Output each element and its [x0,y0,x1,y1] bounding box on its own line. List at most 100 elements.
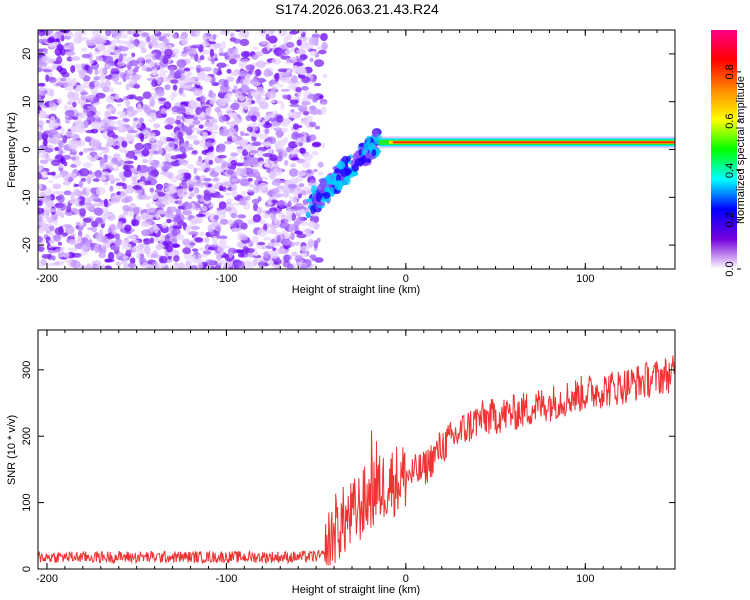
spectrogram-noise-blob [104,122,109,130]
spectrogram-noise-blob [286,57,291,62]
spectrogram-noise-blob [147,208,158,214]
spectrogram-noise-blob [76,140,86,147]
spectrogram-noise-blob [96,45,107,52]
spectrogram-noise-blob [146,59,154,64]
spectrogram-noise-blob [186,164,195,170]
spectrogram-transition-blob [334,168,341,174]
carrier-core [392,141,675,144]
spectrogram-noise-blob [64,109,75,117]
spectrogram-noise-blob [196,160,202,167]
spectrogram-noise-blob [252,81,261,87]
spectrogram-noise-blob [128,94,137,100]
spectrogram-noise-blob [297,30,304,34]
spectrogram-noise-blob [252,106,260,113]
spectrogram-noise-blob [202,250,212,255]
spectrogram-noise-blob [192,120,201,126]
spectrogram-noise-blob [149,187,155,193]
spectrogram-noise-blob [239,167,247,176]
spectrogram-noise-blob [293,133,305,138]
spectrogram-noise-blob [221,161,232,168]
spectrogram-noise-blob [248,184,255,188]
spectrogram-noise-blob [166,206,172,216]
spectrogram-noise-blob [38,214,43,222]
spectrogram-noise-blob [87,105,95,110]
spectrogram-noise-blob [254,93,262,100]
spectrogram-noise-blob [239,58,250,63]
spectrogram-noise-blob [275,180,286,184]
spectrogram-noise-blob [237,214,247,219]
spectrogram-noise-blob [45,74,50,82]
spectrogram-noise-blob [56,174,64,178]
spectrogram-noise-blob [289,149,298,155]
spectrogram-noise-blob [164,124,174,130]
spectrogram-noise-blob [81,53,91,59]
spectrogram-noise-blob [116,221,124,230]
spectrogram-noise-blob [257,122,264,128]
spectrogram-noise-blob [56,65,63,72]
spectrogram-noise-blob [200,95,206,103]
spectrogram-noise-blob [63,175,69,183]
spectrogram-noise-blob [95,186,106,195]
spectrogram-noise-blob [238,95,246,102]
spectrogram-noise-blob [62,81,73,86]
spectrogram-noise-blob [51,255,56,261]
spectrogram-noise-blob [189,55,196,60]
spectrogram-noise-blob [92,178,100,182]
spectrogram-noise-blob [250,90,257,97]
spectrogram-noise-blob [189,124,195,128]
spectrogram-noise-blob [183,84,194,90]
spectrogram-noise-blob [117,63,123,68]
spectrogram-noise-blob [230,102,240,111]
spectrogram-noise-blob [71,260,81,269]
spectrogram-noise-blob [298,183,305,188]
spectrogram-noise-blob [172,84,178,91]
spectrogram-noise-blob [240,138,249,147]
spectrogram-noise-blob [199,231,205,237]
spectrogram-noise-blob [199,181,205,189]
spectrogram-ylabel: Frequency (Hz) [6,112,18,188]
spectrogram-noise-blob [285,209,293,217]
spectrogram-noise-blob [252,214,262,223]
spectrogram-noise-blob [195,175,200,181]
spectrogram-noise-blob [245,114,253,122]
spectrogram-ytick-label: -10 [21,189,33,205]
spectrogram-noise-blob [284,49,291,55]
spectrogram-noise-blob [186,203,193,210]
spectrogram-noise-blob [259,219,266,225]
spectrogram-noise-blob [151,142,157,151]
spectrogram-noise-blob [51,171,56,177]
spectrogram-noise-blob [190,217,199,225]
spectrogram-noise-blob [38,235,43,244]
spectrogram-noise-blob [171,48,180,55]
spectrogram-noise-blob [111,42,116,51]
spectrogram-noise-blob [43,90,48,95]
spectrogram-noise-blob [183,67,191,72]
spectrogram-noise-blob [174,119,181,125]
spectrogram-noise-blob [249,64,255,73]
spectrogram-noise-blob [102,86,110,93]
spectrogram-noise-blob [234,53,241,59]
spectrogram-noise-blob [216,62,227,68]
spectrogram-noise-blob [215,230,220,240]
spectrogram-noise-blob [41,132,48,142]
spectrogram-noise-blob [300,252,308,258]
spectrogram-noise-blob [45,199,54,208]
spectrogram-noise-blob [209,189,217,194]
spectrogram-noise-blob [224,192,232,196]
spectrogram-noise-blob [307,93,318,100]
spectrogram-noise-blob [73,91,79,99]
spectrogram-noise-blob [200,162,207,169]
spectrogram-noise-blob [193,88,203,97]
spectrogram-noise-blob [293,241,301,246]
spectrogram-noise-blob [289,179,300,183]
spectrogram-noise-blob [141,213,148,217]
spectrogram-noise-blob [40,258,48,266]
spectrogram-noise-blob [93,202,104,207]
spectrogram-noise-blob [199,112,206,119]
spectrogram-noise-blob [290,232,295,241]
spectrogram-noise-blob [135,252,141,260]
spectrogram-noise-blob [164,84,171,91]
spectrogram-noise-blob [229,71,240,77]
spectrogram-noise-blob [127,30,133,35]
spectrogram-noise-blob [256,60,266,69]
